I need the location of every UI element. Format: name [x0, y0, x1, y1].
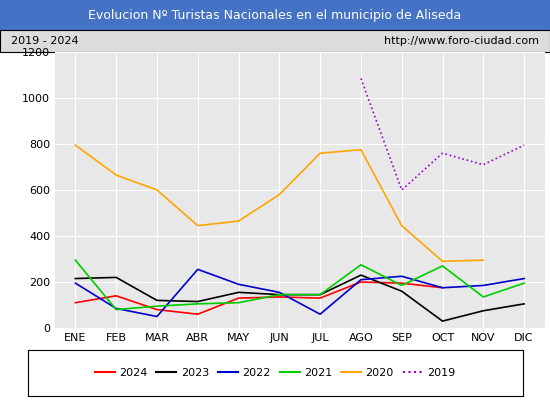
2021: [276, 292, 283, 297]
Line: 2024: 2024: [75, 282, 443, 314]
2023: [398, 289, 405, 294]
2022: [235, 282, 242, 287]
2022: [521, 276, 527, 281]
2022: [153, 314, 160, 319]
2023: [72, 276, 79, 281]
2021: [317, 292, 323, 297]
2020: [72, 143, 79, 148]
2024: [358, 280, 364, 284]
Line: 2022: 2022: [75, 269, 524, 316]
2023: [480, 308, 487, 313]
2021: [153, 304, 160, 308]
2022: [195, 267, 201, 272]
2022: [480, 283, 487, 288]
2024: [398, 281, 405, 286]
2024: [317, 296, 323, 300]
2021: [439, 264, 446, 268]
2021: [521, 281, 527, 286]
2020: [439, 259, 446, 264]
Line: 2023: 2023: [75, 275, 524, 321]
2021: [480, 294, 487, 299]
2023: [276, 292, 283, 297]
Line: 2021: 2021: [75, 260, 524, 310]
2020: [398, 223, 405, 228]
2021: [398, 283, 405, 288]
2024: [72, 300, 79, 305]
2024: [439, 285, 446, 290]
2022: [276, 290, 283, 295]
2020: [195, 223, 201, 228]
2020: [276, 192, 283, 197]
2022: [358, 277, 364, 282]
2022: [439, 285, 446, 290]
2023: [113, 275, 119, 280]
2023: [317, 292, 323, 297]
2020: [153, 188, 160, 192]
2020: [113, 173, 119, 178]
2021: [235, 300, 242, 305]
2023: [358, 273, 364, 278]
2023: [153, 298, 160, 303]
2024: [195, 312, 201, 317]
Text: http://www.foro-ciudad.com: http://www.foro-ciudad.com: [384, 36, 539, 46]
2021: [195, 302, 201, 306]
2022: [398, 274, 405, 279]
2024: [113, 294, 119, 298]
2021: [113, 307, 119, 312]
2022: [72, 281, 79, 286]
2020: [235, 219, 242, 224]
2020: [317, 151, 323, 156]
2022: [113, 306, 119, 311]
2021: [72, 258, 79, 262]
Text: 2019 - 2024: 2019 - 2024: [11, 36, 79, 46]
2023: [195, 299, 201, 304]
2024: [235, 296, 242, 300]
Line: 2020: 2020: [75, 145, 483, 261]
Text: Evolucion Nº Turistas Nacionales en el municipio de Aliseda: Evolucion Nº Turistas Nacionales en el m…: [89, 8, 461, 22]
2024: [153, 307, 160, 312]
2023: [439, 319, 446, 324]
2022: [317, 312, 323, 317]
2020: [480, 258, 487, 262]
2023: [521, 302, 527, 306]
2024: [276, 294, 283, 299]
Legend: 2024, 2023, 2022, 2021, 2020, 2019: 2024, 2023, 2022, 2021, 2020, 2019: [90, 364, 460, 382]
2023: [235, 290, 242, 295]
2021: [358, 262, 364, 267]
2020: [358, 147, 364, 152]
